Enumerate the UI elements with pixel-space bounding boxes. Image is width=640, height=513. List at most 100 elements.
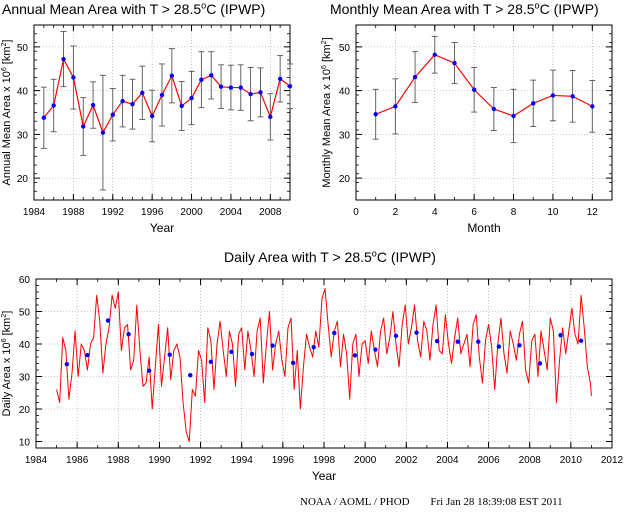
data-point — [452, 60, 457, 66]
daily-series-line — [56, 288, 592, 442]
y-tick-label: 50 — [17, 43, 29, 54]
data-point — [471, 87, 477, 92]
annual-mean-point — [393, 333, 399, 339]
annual-mean-point — [105, 318, 111, 323]
y-axis-label: Daily Area x 106 [km2] — [1, 311, 13, 417]
annual-mean-point — [414, 330, 419, 335]
x-tick-label: 1994 — [231, 455, 254, 466]
annual-mean-point — [85, 352, 90, 358]
data-point — [228, 85, 234, 90]
data-point — [268, 114, 273, 120]
annual-mean-point — [167, 352, 172, 357]
annual-mean-point — [270, 343, 275, 348]
y-axis-label: Monthly Mean Area x 106 [km2] — [321, 37, 333, 187]
x-tick-label: 2004 — [220, 207, 243, 218]
x-tick-label: 8 — [511, 207, 517, 218]
annual-mean-point — [290, 360, 296, 366]
annual-mean-chart: 1984 1988 1992 1996 2000 2004 2008 20 30 40 50 Annu… — [1, 0, 293, 235]
data-point — [277, 76, 283, 82]
data-point — [140, 90, 145, 96]
x-tick-label: 1990 — [148, 455, 171, 466]
y-tick-label: 40 — [17, 87, 29, 98]
y-axis-label: Annual Mean Area x 106 [km2] — [1, 39, 13, 185]
monthly-mean-chart: 0 2 4 6 8 10 12 20 30 40 50 Monthly Mean Area with … — [321, 0, 613, 235]
y-tick-label: 10 — [19, 438, 31, 449]
data-point — [110, 112, 115, 117]
x-tick-label: 10 — [547, 207, 559, 218]
chart-title: Annual Mean Area with T > 28.5oC (IPWP) — [2, 0, 265, 17]
data-point — [511, 113, 516, 119]
chart-title: Daily Area with T > 28.5oC (IPWP) — [224, 248, 436, 265]
plot-frame — [33, 24, 291, 201]
series-line — [375, 54, 593, 117]
data-point — [81, 124, 86, 129]
x-axis-label: Year — [312, 469, 336, 483]
y-tick-label: 60 — [19, 275, 31, 286]
annual-mean-point — [496, 344, 502, 349]
y-tick-label: 20 — [339, 174, 351, 185]
x-tick-label: 12 — [587, 207, 599, 218]
annual-mean-point — [517, 343, 522, 348]
annual-mean-point — [455, 339, 460, 344]
annual-mean-point — [352, 353, 358, 358]
annual-mean-point — [229, 349, 234, 354]
x-tick-label: 4 — [432, 207, 438, 218]
data-point — [159, 92, 165, 98]
y-tick-label: 50 — [339, 43, 351, 54]
x-tick-label: 1996 — [141, 207, 164, 218]
y-tick-label: 40 — [339, 87, 351, 98]
footer-source: NOAA / AOML / PHOD — [300, 496, 410, 508]
data-point — [491, 106, 497, 112]
data-point — [248, 91, 253, 97]
data-point — [130, 101, 135, 107]
data-point — [531, 101, 536, 106]
annual-mean-point — [434, 338, 440, 344]
data-point — [393, 104, 398, 109]
annual-mean-point — [476, 339, 481, 344]
data-point — [100, 130, 106, 135]
x-tick-label: 2012 — [601, 455, 624, 466]
y-tick-label: 30 — [339, 130, 351, 141]
x-tick-label: 1998 — [313, 455, 336, 466]
x-tick-label: 2010 — [560, 455, 583, 466]
annual-mean-point — [558, 333, 563, 338]
annual-mean-point — [578, 338, 584, 343]
data-point — [238, 85, 243, 90]
svg-text:Monthly Mean Area x 106 [km2]: Monthly Mean Area x 106 [km2] — [321, 37, 333, 187]
footer-timestamp: Fri Jan 28 18:39:08 EST 2011 — [430, 496, 563, 508]
data-point — [71, 75, 76, 80]
x-tick-label: 1992 — [102, 207, 125, 218]
x-tick-label: 2008 — [259, 207, 282, 218]
annual-mean-point — [311, 345, 316, 350]
annual-mean-point — [146, 368, 152, 373]
x-tick-label: 2002 — [395, 455, 418, 466]
data-point — [373, 112, 378, 117]
svg-text:Annual Mean Area x 106 [km2]: Annual Mean Area x 106 [km2] — [1, 39, 13, 185]
x-tick-label: 1992 — [189, 455, 212, 466]
data-point — [199, 77, 204, 82]
data-point — [61, 56, 66, 62]
x-tick-label: 2004 — [436, 455, 459, 466]
annual-mean-point — [332, 330, 337, 336]
plot-frame — [35, 278, 613, 449]
x-tick-label: 0 — [353, 207, 359, 218]
data-point — [120, 98, 125, 104]
y-tick-label: 30 — [17, 130, 29, 141]
x-tick-label: 1984 — [25, 455, 48, 466]
data-point — [550, 93, 556, 98]
annual-mean-point — [537, 361, 543, 366]
data-point — [179, 103, 184, 109]
y-tick-label: 20 — [19, 405, 31, 416]
y-tick-label: 40 — [19, 340, 31, 351]
chart-title: Monthly Mean Area with T > 28.5oC (IPWP) — [330, 0, 599, 17]
x-tick-label: 2008 — [519, 455, 542, 466]
data-point — [258, 90, 263, 95]
data-point — [41, 115, 47, 120]
x-tick-label: 2 — [393, 207, 399, 218]
y-tick-label: 50 — [19, 308, 31, 319]
data-point — [218, 84, 224, 89]
annual-mean-point — [64, 361, 70, 367]
annual-mean-point — [188, 373, 193, 378]
y-tick-label: 20 — [17, 174, 29, 185]
